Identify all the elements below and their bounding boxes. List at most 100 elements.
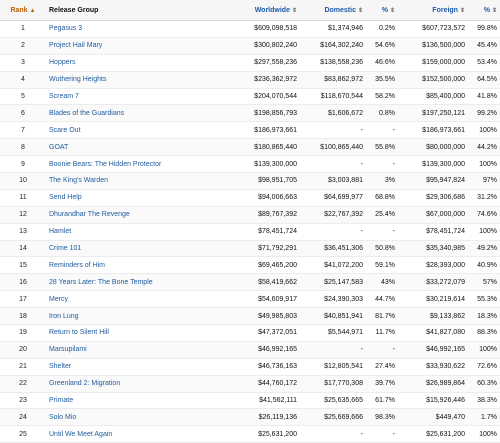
rank-cell: 9 (0, 155, 46, 174)
release-title-link[interactable]: Blades of the Guardians (46, 104, 220, 123)
release-title-link[interactable]: Project Hail Mary (46, 37, 220, 55)
release-group-header-label: Release Group (49, 6, 99, 14)
worldwide-gross-cell: $300,802,240 (220, 37, 300, 55)
rank-cell: 19 (0, 324, 46, 342)
foreign-gross-cell: $29,306,686 (398, 189, 468, 207)
release-group-column-header[interactable]: Release Group (46, 0, 220, 21)
worldwide-gross-cell: $609,098,518 (220, 20, 300, 38)
domestic-gross-cell: $12,805,541 (300, 358, 366, 376)
table-row: 19 Return to Silent Hill $47,372,051 $5,544… (0, 324, 500, 342)
domestic-percent-cell: 50.8% (366, 240, 398, 258)
table-row: 13 Hamlet $78,451,724- - $78,451,724 100% (0, 223, 500, 241)
domestic-percent-cell: 81.7% (366, 307, 398, 326)
table-row: 20 Marsupilami $46,992,165- - $46,992,165 100… (0, 341, 500, 359)
domestic-percent-cell: 61.7% (366, 392, 398, 410)
table-row: 7 Scare Out $186,973,661- - $186,973,661 100% (0, 121, 500, 140)
release-title-link[interactable]: Hoppers (46, 54, 220, 72)
foreign-gross-cell: $46,992,165 (398, 341, 468, 359)
table-row: 2 Project Hail Mary $300,802,240 $164,302,2… (0, 37, 500, 55)
domestic-gross-cell: - (300, 121, 366, 140)
foreign-percent-cell: 72.6% (468, 358, 500, 376)
table-row: 21 Shelter $46,736,163 $12,805,541 27.4% $33,… (0, 358, 500, 376)
rank-cell: 4 (0, 71, 46, 89)
domestic-percent-cell: 27.4% (366, 358, 398, 376)
domestic-percent-cell: - (366, 341, 398, 359)
release-title-link[interactable]: Wuthering Heights (46, 71, 220, 89)
domestic-percent-cell: 58.2% (366, 88, 398, 106)
domestic-percent-cell: 0.2% (366, 20, 398, 38)
release-title-link[interactable]: Mercy (46, 290, 220, 309)
domestic-gross-cell: $1,606,672 (300, 104, 366, 123)
domestic-percent-cell: 98.3% (366, 408, 398, 427)
domestic-percent-cell: 55.8% (366, 138, 398, 157)
release-title-link[interactable]: Return to Silent Hill (46, 324, 220, 342)
domestic-percent-cell: 44.7% (366, 290, 398, 309)
release-title-link[interactable]: The King's Warden (46, 172, 220, 190)
rank-cell: 15 (0, 256, 46, 275)
worldwide-gross-cell: $297,558,236 (220, 54, 300, 72)
domestic-gross-cell: $3,003,881 (300, 172, 366, 190)
domestic-gross-cell: $83,862,972 (300, 71, 366, 89)
foreign-percent-column-header[interactable]: % ⇕ (468, 0, 500, 21)
release-title-link[interactable]: Greenland 2: Migration (46, 375, 220, 393)
foreign-gross-cell: $159,000,000 (398, 54, 468, 72)
foreign-gross-cell: $26,989,864 (398, 375, 468, 393)
release-title-link[interactable]: Primate (46, 392, 220, 410)
release-title-link[interactable]: 28 Years Later: The Bone Temple (46, 273, 220, 292)
domestic-percent-column-header[interactable]: % ⇕ (366, 0, 398, 21)
rank-cell: 22 (0, 375, 46, 393)
foreign-percent-cell: 49.2% (468, 240, 500, 258)
release-title-link[interactable]: Marsupilami (46, 341, 220, 359)
rank-cell: 13 (0, 223, 46, 241)
release-title-link[interactable]: Dhurandhar The Revenge (46, 206, 220, 224)
domestic-percent-cell: - (366, 425, 398, 443)
foreign-column-header[interactable]: Foreign ⇕ (398, 0, 468, 21)
domestic-gross-cell: $24,390,303 (300, 290, 366, 309)
release-title-link[interactable]: Send Help (46, 189, 220, 207)
foreign-gross-cell: $30,219,614 (398, 290, 468, 309)
table-row: 4 Wuthering Heights $236,362,972 $83,862,97… (0, 71, 500, 89)
worldwide-gross-cell: $54,609,917 (220, 290, 300, 309)
release-title-link[interactable]: Hamlet (46, 223, 220, 241)
worldwide-gross-cell: $236,362,972 (220, 71, 300, 89)
foreign-percent-cell: 40.9% (468, 256, 500, 275)
release-title-link[interactable]: Pegasus 3 (46, 20, 220, 38)
table-row: 5 Scream 7 $204,070,544 $118,670,544 58.2% $8… (0, 88, 500, 106)
worldwide-gross-cell: $44,760,172 (220, 375, 300, 393)
release-title-link[interactable]: Scream 7 (46, 88, 220, 106)
worldwide-gross-cell: $46,736,163 (220, 358, 300, 376)
foreign-gross-cell: $186,973,661 (398, 121, 468, 140)
foreign-percent-cell: 60.3% (468, 375, 500, 393)
foreign-percent-cell: 64.5% (468, 71, 500, 89)
table-row: 25 Until We Meet Again $25,631,200- - $25,63… (0, 425, 500, 443)
rank-cell: 3 (0, 54, 46, 72)
worldwide-gross-cell: $139,300,000 (220, 155, 300, 174)
table-row: 24 Solo Mio $26,119,136 $25,669,666 98.3% $44… (0, 408, 500, 427)
release-title-link[interactable]: Boonie Bears: The Hidden Protector (46, 155, 220, 174)
release-title-link[interactable]: GOAT (46, 138, 220, 157)
domestic-percent-cell: - (366, 223, 398, 241)
domestic-percent-cell: 54.6% (366, 37, 398, 55)
foreign-percent-cell: 74.6% (468, 206, 500, 224)
release-title-link[interactable]: Scare Out (46, 121, 220, 140)
domestic-gross-cell: $118,670,544 (300, 88, 366, 106)
foreign-gross-cell: $607,723,572 (398, 20, 468, 38)
release-title-link[interactable]: Reminders of Him (46, 256, 220, 275)
release-title-link[interactable]: Iron Lung (46, 307, 220, 326)
domestic-column-header[interactable]: Domestic ⇕ (300, 0, 366, 21)
worldwide-gross-cell: $46,992,165 (220, 341, 300, 359)
domestic-gross-cell: - (300, 341, 366, 359)
worldwide-column-header[interactable]: Worldwide ⇕ (220, 0, 300, 21)
foreign-percent-cell: 55.3% (468, 290, 500, 309)
release-title-link[interactable]: Shelter (46, 358, 220, 376)
foreign-percent-cell: 44.2% (468, 138, 500, 157)
worldwide-gross-cell: $69,465,200 (220, 256, 300, 275)
release-title-link[interactable]: Solo Mio (46, 408, 220, 427)
table-row: 1 Pegasus 3 $609,098,518 $1,374,946 0.2% $607… (0, 20, 500, 38)
foreign-percent-cell: 99.2% (468, 104, 500, 123)
domestic-gross-cell: $100,865,440 (300, 138, 366, 157)
rank-column-header[interactable]: Rank ▲ (0, 0, 46, 21)
release-title-link[interactable]: Crime 101 (46, 240, 220, 258)
release-title-link[interactable]: Until We Meet Again (46, 425, 220, 443)
table-row: 6 Blades of the Guardians $198,856,793 $1,6… (0, 104, 500, 123)
